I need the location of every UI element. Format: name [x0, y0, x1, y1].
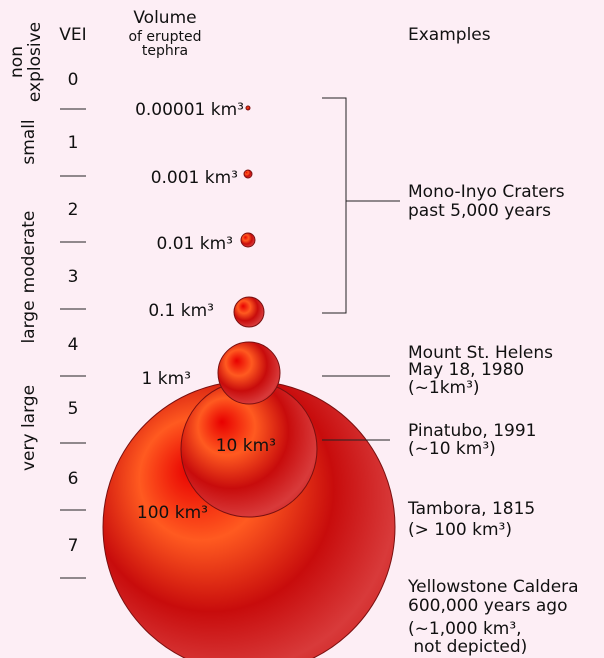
connectors [322, 98, 400, 440]
volume: 10 km³ [216, 436, 276, 456]
volume: 0.001 km³ [151, 168, 238, 188]
circle-0.1 [234, 297, 264, 327]
volume: 0.01 km³ [157, 234, 233, 254]
example: Tambora, 1815 [407, 499, 535, 519]
circle-0.001 [244, 170, 252, 178]
example: (> 100 km³) [408, 520, 512, 540]
example: Pinatubo, 1991 [408, 421, 537, 441]
volume-header: Volume [133, 8, 196, 28]
volume: 100 km³ [137, 503, 208, 523]
example: Mono-Inyo Craters [408, 182, 565, 202]
vei-level: 3 [68, 267, 79, 287]
vei-level: 0 [68, 70, 79, 90]
category: small [19, 119, 39, 164]
category: explosive [25, 22, 45, 102]
volume: 1 km³ [142, 369, 191, 389]
example: 600,000 years ago [408, 596, 568, 616]
vei-levels: 0 1 2 3 4 5 6 7 [68, 70, 79, 556]
circle-1 [218, 342, 280, 404]
vei-level: 2 [68, 200, 79, 220]
vei-level: 4 [68, 335, 79, 355]
volume: 0.1 km³ [148, 301, 214, 321]
vei-level: 5 [68, 399, 79, 419]
examples: Mono-Inyo Craters past 5,000 years Mount… [407, 182, 579, 657]
vei-diagram: VEI Volume of erupted tephra Examples no… [0, 0, 604, 658]
circle-0.00001 [246, 106, 250, 110]
example: (~1,000 km³, [408, 619, 522, 639]
vei-level: 7 [68, 536, 79, 556]
example: (~1km³) [408, 378, 480, 398]
examples-header: Examples [408, 25, 491, 45]
example: not depicted) [408, 637, 527, 657]
volume-sub: tephra [142, 43, 188, 59]
vei-level: 1 [68, 133, 79, 153]
category: large [19, 300, 39, 343]
category: moderate [19, 211, 39, 294]
vei-header: VEI [59, 25, 86, 45]
example: past 5,000 years [408, 201, 551, 221]
example: Yellowstone Caldera [407, 577, 579, 597]
category: non [7, 46, 27, 78]
vei-level: 6 [68, 469, 79, 489]
volume: 0.00001 km³ [135, 100, 244, 120]
category: very large [19, 385, 39, 471]
example: (~10 km³) [408, 439, 496, 459]
circle-0.01 [241, 233, 255, 247]
example: May 18, 1980 [408, 360, 524, 380]
